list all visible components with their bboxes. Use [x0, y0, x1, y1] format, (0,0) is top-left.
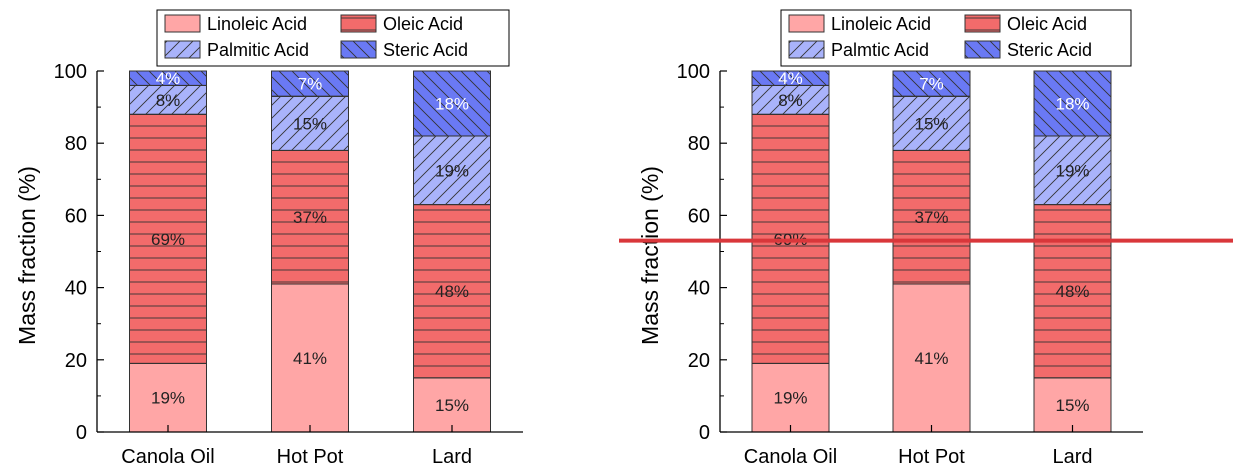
data-label: 7%	[298, 75, 323, 94]
data-label: 7%	[919, 75, 944, 94]
legend-box	[156, 9, 510, 67]
legend-entry: Oleic Acid	[1007, 14, 1087, 34]
y-tick-label: 80	[65, 133, 87, 155]
data-label: 18%	[1055, 94, 1089, 113]
data-label: 19%	[435, 161, 469, 180]
data-label: 19%	[1055, 161, 1089, 180]
x-tick-label: Lard	[432, 446, 472, 468]
legend-entry: Linoleic Acid	[207, 14, 307, 34]
legend-entry: Oleic Acid	[383, 14, 463, 34]
data-label: 48%	[1055, 282, 1089, 301]
data-label: 19%	[773, 389, 807, 408]
data-label: 48%	[435, 282, 469, 301]
x-tick-label: Canola Oil	[121, 446, 214, 468]
data-label: 19%	[151, 389, 185, 408]
legend-swatch-hatch	[964, 40, 1001, 59]
bar-hatch-2-1	[271, 95, 349, 151]
legend-entry: Linoleic Acid	[831, 14, 931, 34]
y-axis-label: Mass fraction (%)	[14, 166, 40, 345]
data-label: 8%	[778, 91, 803, 110]
bar-linoleic-acid-lard	[1033, 377, 1112, 433]
y-tick-label: 80	[688, 133, 710, 155]
bar-hatch-3-0	[751, 70, 830, 86]
legend-entry: Palmtic Acid	[831, 40, 929, 60]
x-tick-label: Hot Pot	[277, 446, 344, 468]
legend-swatch	[164, 14, 201, 33]
y-tick-label: 20	[688, 350, 710, 372]
bar-hatch-1-1	[892, 149, 971, 285]
bar-linoleic-acid-lard	[413, 377, 491, 433]
data-label: 37%	[914, 208, 948, 227]
bar-hatch-3-2	[413, 70, 491, 137]
data-label: 37%	[293, 208, 327, 227]
data-label: 69%	[151, 230, 185, 249]
bar-hatch-3-1	[892, 70, 971, 97]
bar-linoleic-acid-hot-pot	[271, 283, 349, 433]
x-tick-label: Lard	[1052, 446, 1092, 468]
data-label: 4%	[778, 69, 803, 88]
bar-hatch-2-0	[129, 84, 207, 115]
data-label: 15%	[293, 114, 327, 133]
data-label: 15%	[1055, 396, 1089, 415]
chart-panel-left: 19% 69% 8% 4% 41% 37% 15% 7% 15% 48% 19% 18% 0 20 40 60…	[14, 9, 523, 468]
data-label: 15%	[435, 396, 469, 415]
data-label: 18%	[435, 94, 469, 113]
legend-entry: Palmitic Acid	[207, 40, 309, 60]
bar-linoleic-acid-canola-oil	[129, 362, 207, 433]
y-tick-label: 100	[677, 61, 710, 83]
y-tick-label: 60	[65, 205, 87, 227]
bar-hatch-1-1	[271, 149, 349, 285]
bar-hatch-3-1	[271, 70, 349, 97]
x-tick-label: Canola Oil	[744, 446, 837, 468]
data-label: 4%	[156, 69, 181, 88]
y-tick-label: 40	[65, 278, 87, 300]
legend-box	[780, 9, 1132, 67]
y-tick-label: 0	[699, 422, 710, 444]
bar-hatch-3-2	[1033, 70, 1112, 137]
y-tick-label: 20	[65, 350, 87, 372]
legend-entry: Steric Acid	[383, 40, 468, 60]
legend-swatch-hatch	[340, 14, 377, 33]
legend-swatch-hatch	[964, 14, 1001, 33]
y-axis-label: Mass fraction (%)	[637, 166, 663, 345]
data-label: 15%	[914, 114, 948, 133]
chart-panel-right: 19%69%8%4%41%37%15%7%15%48%19%18%0204060…	[619, 9, 1233, 468]
y-tick-label: 60	[688, 205, 710, 227]
data-label: 41%	[914, 349, 948, 368]
legend-swatch-hatch	[340, 40, 377, 59]
bar-hatch-2-2	[1033, 135, 1112, 206]
legend-swatch	[788, 14, 825, 33]
bar-hatch-2-2	[413, 135, 491, 206]
y-tick-label: 100	[54, 61, 87, 83]
bar-linoleic-acid-hot-pot	[892, 283, 971, 433]
bar-linoleic-acid-canola-oil	[751, 362, 830, 433]
bar-hatch-2-1	[892, 95, 971, 151]
bar-hatch-3-0	[129, 70, 207, 86]
legend-entry: Steric Acid	[1007, 40, 1092, 60]
data-label: 8%	[156, 91, 181, 110]
y-tick-label: 40	[688, 278, 710, 300]
legend-swatch-hatch	[164, 40, 201, 59]
y-tick-label: 0	[76, 422, 87, 444]
data-label: 41%	[293, 349, 327, 368]
legend-swatch-hatch	[788, 40, 825, 59]
x-tick-label: Hot Pot	[898, 446, 965, 468]
bar-hatch-1-2	[413, 204, 491, 379]
